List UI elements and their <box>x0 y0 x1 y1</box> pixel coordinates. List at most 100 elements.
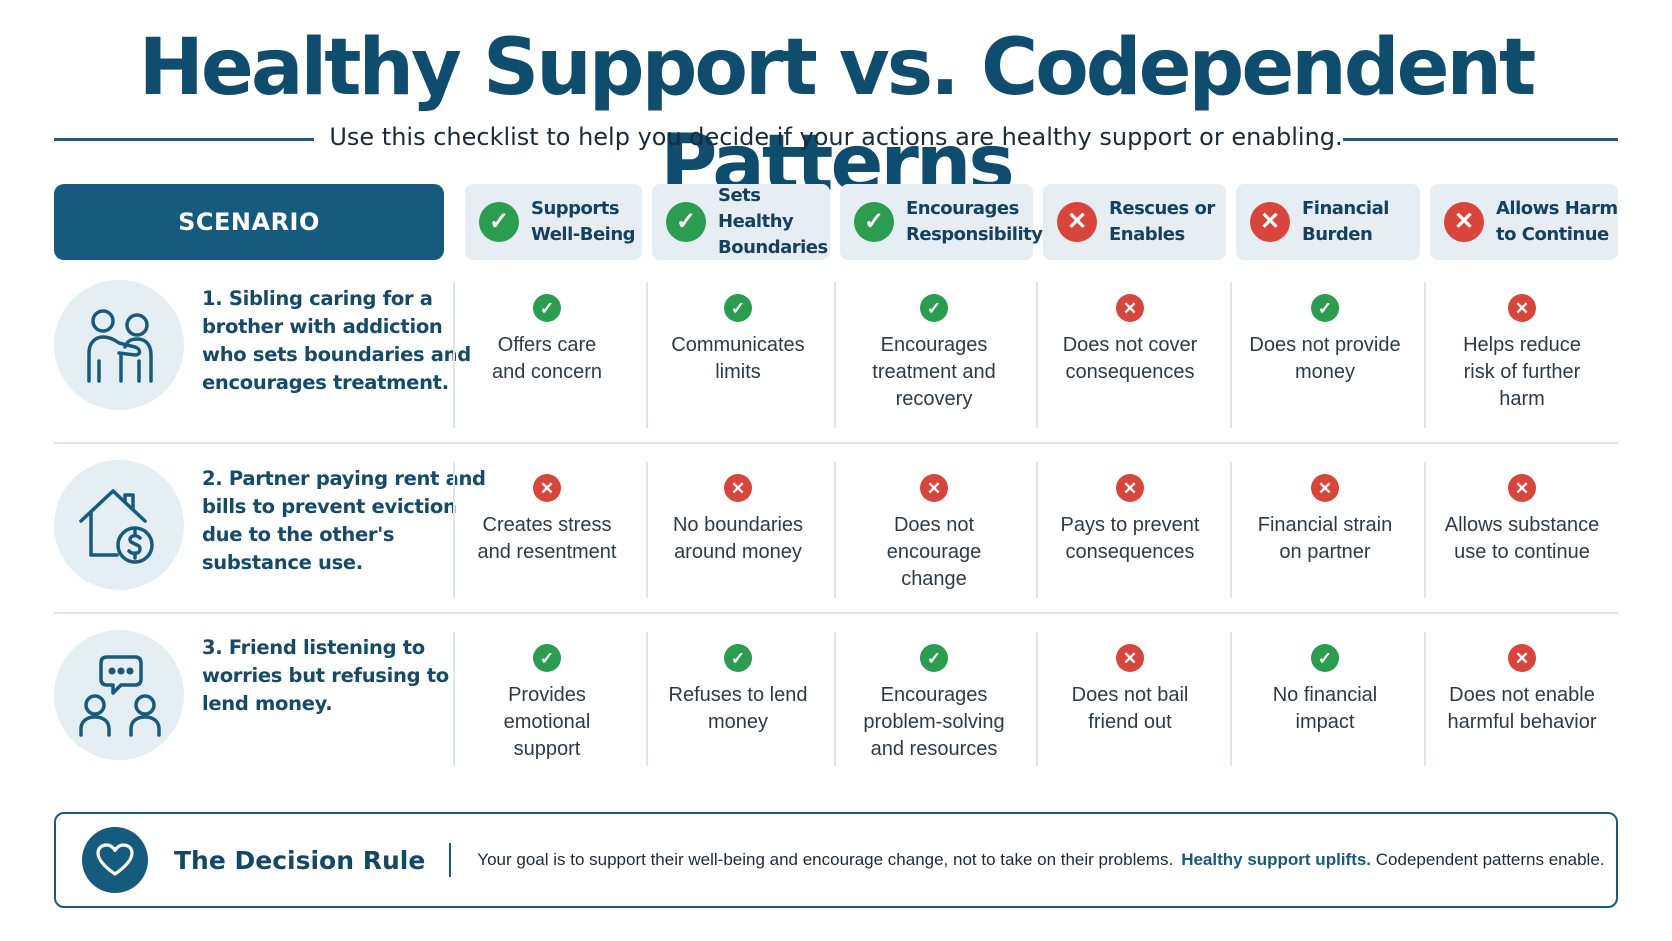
column-header-3: ✓ Encourages Responsibility <box>840 184 1043 260</box>
decision-rule-box: The Decision Rule Your goal is to suppor… <box>54 812 1618 908</box>
assessment-cell: ✓ Encourages problem-solving and resource… <box>839 644 1029 763</box>
check-icon: ✓ <box>1311 294 1339 322</box>
x-icon: ✕ <box>1311 474 1339 502</box>
assessment-cell: ✕ Financial strain on partner <box>1230 474 1420 566</box>
x-icon: ✕ <box>1116 644 1144 672</box>
column-divider <box>453 632 455 766</box>
assessment-cell: ✕ Does not cover consequences <box>1035 294 1225 386</box>
assessment-cell: ✕ Does not enable harmful behavior <box>1427 644 1617 736</box>
assessment-cell: ✕ Does not encourage change <box>839 474 1029 593</box>
check-icon: ✓ <box>920 294 948 322</box>
column-header-label: Supports Well-Being <box>531 198 636 245</box>
assessment-text: Provides emotional support <box>503 684 591 760</box>
x-icon: ✕ <box>724 474 752 502</box>
column-header-label: Encourages Responsibility <box>906 198 1043 245</box>
assessment-text: Offers care and concern <box>491 334 603 383</box>
x-icon: ✕ <box>1116 294 1144 322</box>
assessment-cell: ✕ Helps reduce risk of further harm <box>1427 294 1617 413</box>
column-header-2: ✓ Sets Healthy Boundaries <box>652 184 830 260</box>
check-icon: ✓ <box>1311 644 1339 672</box>
decision-rule-body: Your goal is to support their well-being… <box>477 850 1174 869</box>
decision-rule-tail: Codependent patterns enable. <box>1375 850 1605 869</box>
x-icon: ✕ <box>1116 474 1144 502</box>
check-icon: ✓ <box>479 202 519 242</box>
assessment-text: Does not cover consequences <box>1062 334 1198 383</box>
assessment-cell: ✕ Allows substance use to continue <box>1427 474 1617 566</box>
scenario-description: 2. Partner paying rent and bills to prev… <box>202 467 486 574</box>
x-icon: ✕ <box>533 474 561 502</box>
column-divider <box>1036 282 1038 428</box>
check-icon: ✓ <box>920 644 948 672</box>
assessment-text: No financial impact <box>1272 684 1378 733</box>
column-divider <box>1230 632 1232 766</box>
assessment-text: Pays to prevent consequences <box>1060 514 1200 563</box>
check-icon: ✓ <box>533 294 561 322</box>
subtitle-bar: Use this checklist to help you decide if… <box>54 123 1618 163</box>
subtitle-rule-left <box>54 138 314 141</box>
assessment-text: Helps reduce risk of further harm <box>1463 334 1581 410</box>
scenario-row-3: 3. Friend listening to worries but refus… <box>54 630 1618 766</box>
column-divider <box>834 462 836 598</box>
column-divider <box>1036 632 1038 766</box>
assessment-cell: ✕ No boundaries around money <box>643 474 833 566</box>
assessment-text: Allows substance use to continue <box>1444 514 1600 563</box>
assessment-cell: ✕ Does not bail friend out <box>1035 644 1225 736</box>
column-divider <box>646 282 648 428</box>
decision-rule-title: The Decision Rule <box>174 845 426 875</box>
column-header-label: Rescues or Enables <box>1109 198 1215 245</box>
check-icon: ✓ <box>724 294 752 322</box>
assessment-cell: ✓ Offers care and concern <box>452 294 642 386</box>
column-divider <box>834 632 836 766</box>
house-dollar-icon <box>54 460 184 590</box>
column-header-4: ✕ Rescues or Enables <box>1043 184 1226 260</box>
assessment-text: No boundaries around money <box>672 514 804 563</box>
assessment-text: Encourages problem-solving and resources <box>863 684 1005 760</box>
row-separator <box>54 442 1618 444</box>
column-divider <box>1036 462 1038 598</box>
scenario-column-header: SCENARIO <box>54 184 444 260</box>
assessment-cell: ✓ Does not provide money <box>1230 294 1420 386</box>
heart-icon <box>82 827 148 893</box>
column-header-label: Financial Burden <box>1302 198 1389 245</box>
column-divider <box>1424 282 1426 428</box>
column-divider <box>453 282 455 428</box>
column-divider <box>1230 282 1232 428</box>
assessment-text: Communicates limits <box>671 334 805 383</box>
column-header-1: ✓ Supports Well-Being <box>465 184 642 260</box>
people-support-icon <box>54 280 184 410</box>
scenario-description: 1. Sibling caring for a brother with add… <box>202 287 471 394</box>
assessment-cell: ✕ Pays to prevent consequences <box>1035 474 1225 566</box>
decision-rule-highlight: Healthy support uplifts. <box>1181 850 1372 869</box>
x-icon: ✕ <box>1508 294 1536 322</box>
column-header-5: ✕ Financial Burden <box>1236 184 1420 260</box>
assessment-text: Does not provide money <box>1249 334 1401 383</box>
decision-rule-divider <box>449 843 452 877</box>
subtitle-rule-right <box>1343 138 1618 141</box>
column-header-6: ✕ Allows Harm to Continue <box>1430 184 1618 260</box>
check-icon: ✓ <box>854 202 894 242</box>
assessment-text: Does not encourage change <box>886 514 982 590</box>
x-icon: ✕ <box>1508 474 1536 502</box>
column-divider <box>1424 632 1426 766</box>
column-divider <box>1424 462 1426 598</box>
column-divider <box>646 632 648 766</box>
assessment-text: Encourages treatment and recovery <box>872 334 996 410</box>
x-icon: ✕ <box>1250 202 1290 242</box>
assessment-cell: ✓ Communicates limits <box>643 294 833 386</box>
check-icon: ✓ <box>533 644 561 672</box>
scenario-row-1: 1. Sibling caring for a brother with add… <box>54 280 1618 428</box>
assessment-text: Creates stress and resentment <box>477 514 617 563</box>
page-title: Healthy Support vs. Codependent Patterns <box>138 23 1537 209</box>
column-divider <box>646 462 648 598</box>
decision-rule-text: Your goal is to support their well-being… <box>477 850 1604 870</box>
x-icon: ✕ <box>920 474 948 502</box>
column-divider <box>453 462 455 598</box>
assessment-cell: ✕ Creates stress and resentment <box>452 474 642 566</box>
assessment-cell: ✓ Provides emotional support <box>452 644 642 763</box>
x-icon: ✕ <box>1444 202 1484 242</box>
assessment-text: Does not bail friend out <box>1071 684 1189 733</box>
assessment-cell: ✓ Encourages treatment and recovery <box>839 294 1029 413</box>
scenario-row-2: 2. Partner paying rent and bills to prev… <box>54 460 1618 598</box>
scenario-description: 3. Friend listening to worries but refus… <box>202 636 449 715</box>
subtitle: Use this checklist to help you decide if… <box>329 123 1343 151</box>
